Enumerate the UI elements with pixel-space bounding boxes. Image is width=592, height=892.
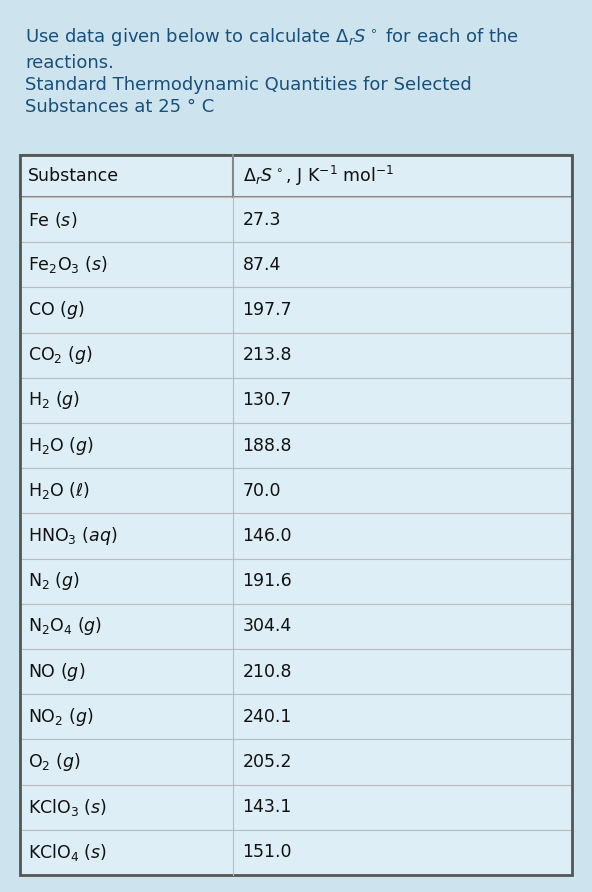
Text: $\Delta_r S^\circ$, J K$^{-1}$ mol$^{-1}$: $\Delta_r S^\circ$, J K$^{-1}$ mol$^{-1}… [243, 164, 394, 188]
Text: 213.8: 213.8 [243, 346, 292, 364]
Text: 304.4: 304.4 [243, 617, 292, 635]
Bar [20, 155, 572, 197]
Bar [20, 604, 572, 649]
Bar [20, 830, 572, 875]
Bar [20, 739, 572, 785]
Text: NO$_2$ $(g)$: NO$_2$ $(g)$ [28, 706, 94, 728]
Text: 151.0: 151.0 [243, 844, 292, 862]
Bar [20, 468, 572, 514]
Text: CO$_2$ $(g)$: CO$_2$ $(g)$ [28, 344, 93, 367]
Text: H$_2$O $(ℓ)$: H$_2$O $(ℓ)$ [28, 480, 90, 501]
Bar [20, 558, 572, 604]
Text: 240.1: 240.1 [243, 707, 292, 726]
Text: 210.8: 210.8 [243, 663, 292, 681]
Text: KClO$_4$ $(s)$: KClO$_4$ $(s)$ [28, 842, 107, 863]
Text: CO $(g)$: CO $(g)$ [28, 299, 85, 321]
Text: 197.7: 197.7 [243, 301, 292, 319]
Text: Substance: Substance [28, 167, 119, 185]
Bar [20, 378, 572, 423]
Text: 87.4: 87.4 [243, 256, 281, 274]
Text: H$_2$O $(g)$: H$_2$O $(g)$ [28, 434, 94, 457]
Bar [20, 287, 572, 333]
Text: 205.2: 205.2 [243, 753, 292, 771]
Text: 130.7: 130.7 [243, 392, 292, 409]
Bar [20, 423, 572, 468]
Text: HNO$_3$ $(aq)$: HNO$_3$ $(aq)$ [28, 525, 117, 547]
Text: H$_2$ $(g)$: H$_2$ $(g)$ [28, 390, 80, 411]
Text: 146.0: 146.0 [243, 527, 292, 545]
Bar [20, 694, 572, 739]
Text: O$_2$ $(g)$: O$_2$ $(g)$ [28, 751, 81, 773]
Bar [20, 155, 572, 875]
Text: Use data given below to calculate $\Delta_r S^\circ$ for each of the: Use data given below to calculate $\Delt… [25, 26, 519, 48]
Text: N$_2$ $(g)$: N$_2$ $(g)$ [28, 570, 80, 592]
Bar [20, 197, 572, 243]
Text: KClO$_3$ $(s)$: KClO$_3$ $(s)$ [28, 797, 107, 818]
Text: N$_2$O$_4$ $(g)$: N$_2$O$_4$ $(g)$ [28, 615, 102, 638]
Text: Fe $(s)$: Fe $(s)$ [28, 210, 78, 229]
Text: 70.0: 70.0 [243, 482, 281, 500]
Text: 191.6: 191.6 [243, 572, 292, 591]
Text: Fe$_2$O$_3$ $(s)$: Fe$_2$O$_3$ $(s)$ [28, 254, 108, 276]
Bar [20, 514, 572, 558]
Text: Standard Thermodynamic Quantities for Selected: Standard Thermodynamic Quantities for Se… [25, 76, 472, 94]
Text: NO $(g)$: NO $(g)$ [28, 661, 85, 682]
Bar [20, 785, 572, 830]
Text: 188.8: 188.8 [243, 436, 292, 455]
Text: Substances at 25 ° C: Substances at 25 ° C [25, 98, 214, 116]
Text: 27.3: 27.3 [243, 211, 281, 228]
Bar [20, 243, 572, 287]
Bar [20, 649, 572, 694]
Text: reactions.: reactions. [25, 54, 114, 72]
Bar [20, 333, 572, 378]
Text: 143.1: 143.1 [243, 798, 292, 816]
